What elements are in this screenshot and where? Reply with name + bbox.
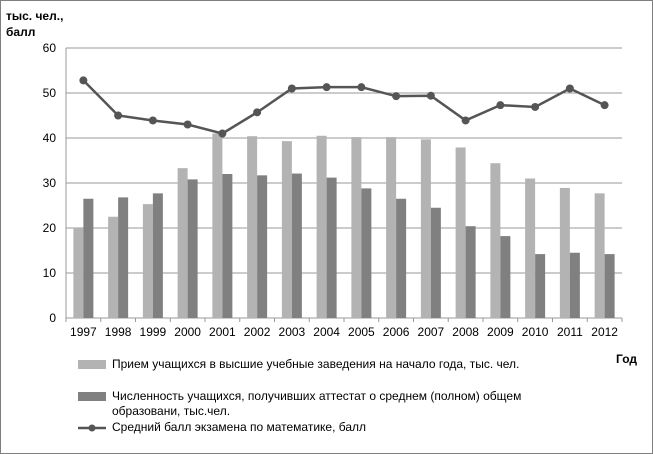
bar-graduates: [326, 177, 337, 318]
bar-admissions: [559, 187, 570, 318]
point-math-score: [426, 91, 435, 100]
line-math-score: [82, 79, 606, 135]
point-math-score: [461, 116, 470, 125]
bar-admissions: [386, 137, 397, 318]
point-math-score: [531, 102, 540, 111]
bar-graduates: [430, 207, 441, 318]
bar-admissions: [177, 168, 188, 318]
legend-label-math-score: Средний балл экзамена по математике, бал…: [112, 420, 367, 434]
x-tick-label: 1998: [105, 325, 132, 339]
bar-graduates: [257, 175, 268, 318]
y-tick-label: 50: [43, 86, 57, 100]
bar-graduates: [187, 179, 198, 318]
point-math-score: [392, 92, 401, 101]
y-axis-label: тыс. чел., балл: [6, 9, 64, 39]
bar-graduates: [604, 254, 615, 318]
point-math-score: [79, 76, 88, 85]
bar-admissions: [247, 136, 258, 318]
y-tick-label: 40: [43, 131, 57, 145]
point-math-score: [287, 84, 296, 93]
bar-admissions: [142, 204, 153, 318]
x-tick-label: 2008: [452, 325, 479, 339]
bar-graduates: [465, 226, 476, 318]
x-tick-label: 2009: [487, 325, 514, 339]
bar-admissions: [212, 133, 223, 318]
x-tick-label: 2007: [418, 325, 445, 339]
bar-graduates: [291, 173, 302, 318]
bar-graduates: [569, 252, 580, 318]
bar-admissions: [73, 228, 84, 318]
legend-swatch-graduates: [78, 392, 106, 401]
x-tick-label: 2002: [244, 325, 271, 339]
point-math-score: [565, 84, 574, 93]
point-math-score: [357, 83, 366, 92]
x-tick-label: 2006: [383, 325, 410, 339]
point-math-score: [253, 108, 262, 117]
x-tick-label: 2001: [209, 325, 236, 339]
point-math-score: [322, 83, 331, 92]
bar-admissions: [108, 216, 119, 318]
bar-admissions: [351, 137, 362, 318]
bar-admissions: [420, 139, 431, 318]
bar-admissions: [525, 178, 536, 318]
x-tick-label: 2012: [591, 325, 618, 339]
y-tick-label: 10: [43, 266, 57, 280]
point-math-score: [600, 101, 609, 110]
bar-admissions: [490, 163, 501, 318]
point-math-score: [114, 111, 123, 120]
x-tick-label: 1999: [140, 325, 167, 339]
bar-admissions: [316, 135, 327, 318]
bar-graduates: [83, 198, 94, 318]
legend-label-admissions: Прием учащихся в высшие учебные заведени…: [112, 357, 520, 371]
legend-swatch-math-score: [78, 424, 106, 432]
legend-swatch-admissions: [78, 360, 106, 369]
bar-graduates: [535, 254, 546, 318]
x-tick-label: 1997: [70, 325, 97, 339]
point-math-score: [496, 101, 505, 110]
x-tick-label: 2000: [174, 325, 201, 339]
y-tick-label: 0: [49, 311, 56, 325]
y-tick-label: 30: [43, 176, 57, 190]
point-math-score: [183, 120, 192, 129]
bar-admissions: [594, 193, 605, 318]
bar-admissions: [281, 141, 292, 318]
x-tick-label: 2011: [557, 325, 583, 339]
x-tick-label: 2004: [313, 325, 340, 339]
bar-graduates: [152, 193, 163, 318]
bar-admissions: [455, 147, 466, 318]
bar-graduates: [361, 188, 372, 318]
y-tick-label: 20: [43, 221, 57, 235]
bar-graduates: [396, 198, 407, 318]
point-math-score: [148, 116, 157, 125]
x-tick-label: 2005: [348, 325, 375, 339]
x-axis-label: Год: [616, 352, 637, 366]
legend-label-graduates: Численность учащихся, получивших аттеста…: [112, 389, 522, 418]
x-tick-label: 2010: [522, 325, 549, 339]
bar-graduates: [500, 236, 511, 318]
point-math-score: [218, 129, 227, 138]
y-tick-label: 60: [43, 41, 57, 55]
bar-graduates: [222, 174, 233, 318]
x-tick-label: 2003: [279, 325, 306, 339]
bar-graduates: [118, 197, 129, 318]
